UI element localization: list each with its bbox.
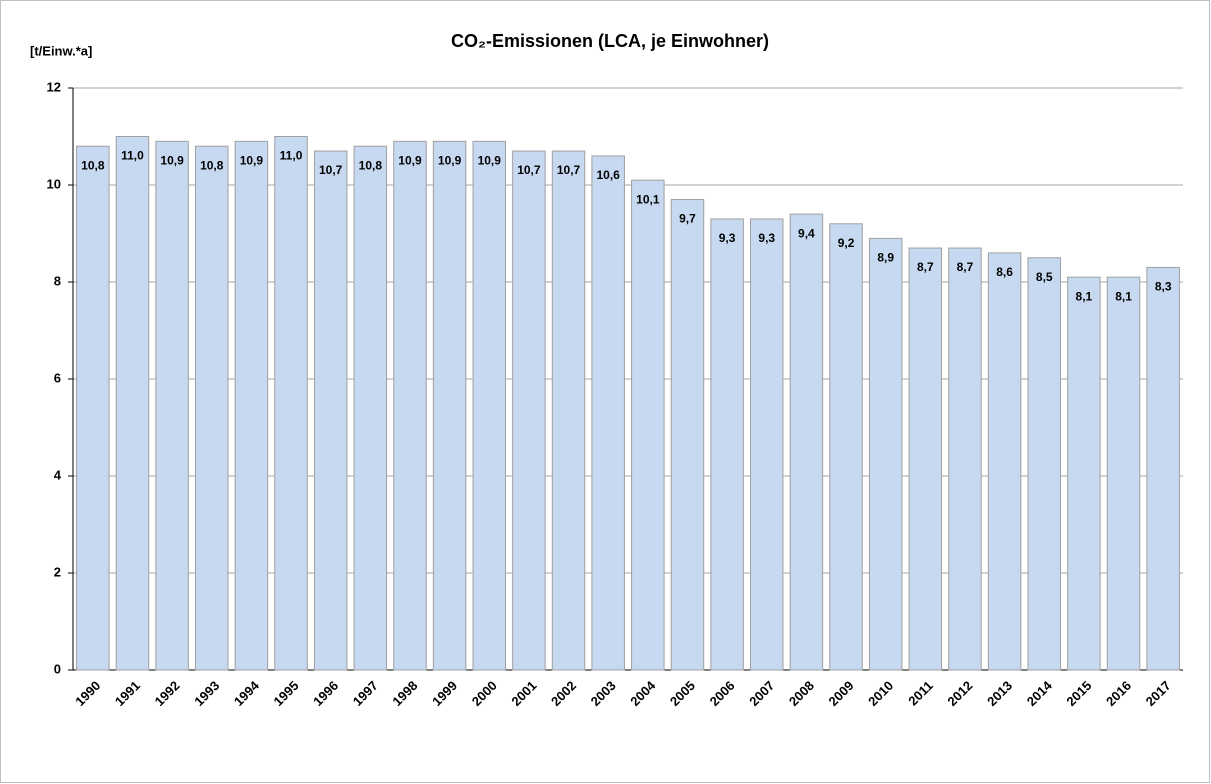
value-label: 10,7 bbox=[557, 163, 581, 177]
value-label: 10,8 bbox=[359, 158, 383, 172]
value-label: 11,0 bbox=[280, 149, 303, 163]
bar bbox=[829, 223, 863, 671]
bar bbox=[908, 247, 943, 671]
value-label: 8,3 bbox=[1155, 280, 1172, 294]
value-label: 10,9 bbox=[240, 154, 264, 168]
value-label: 10,8 bbox=[200, 158, 224, 172]
y-tick-label: 0 bbox=[54, 661, 61, 676]
bar bbox=[115, 136, 150, 671]
bar bbox=[710, 218, 744, 671]
value-label: 9,3 bbox=[758, 231, 775, 245]
value-label: 10,8 bbox=[81, 158, 105, 172]
bar bbox=[313, 150, 348, 671]
value-label: 8,7 bbox=[917, 260, 934, 274]
bar bbox=[274, 136, 308, 671]
bar bbox=[194, 145, 229, 671]
bar bbox=[234, 140, 269, 671]
y-tick-label: 4 bbox=[54, 467, 62, 482]
bar bbox=[789, 213, 824, 671]
y-tick-label: 6 bbox=[54, 370, 61, 385]
value-label: 8,9 bbox=[877, 251, 894, 265]
bar bbox=[76, 145, 110, 671]
y-tick-label: 2 bbox=[54, 564, 61, 579]
value-label: 10,6 bbox=[596, 168, 620, 182]
bar bbox=[1146, 266, 1180, 671]
bar bbox=[591, 155, 625, 671]
y-tick-label: 8 bbox=[54, 273, 61, 288]
bar bbox=[1106, 276, 1141, 671]
value-label: 10,9 bbox=[478, 154, 502, 168]
value-label: 9,3 bbox=[719, 231, 736, 245]
bar bbox=[1067, 276, 1101, 671]
value-label: 11,0 bbox=[121, 149, 144, 163]
bar bbox=[987, 252, 1022, 671]
value-label: 9,7 bbox=[679, 212, 696, 226]
bar bbox=[432, 140, 467, 671]
y-tick-label: 10 bbox=[47, 176, 61, 191]
bar bbox=[749, 218, 784, 671]
value-label: 10,9 bbox=[160, 154, 184, 168]
value-label: 9,2 bbox=[838, 236, 855, 250]
bar bbox=[155, 140, 189, 671]
bar bbox=[670, 199, 705, 671]
chart-title: CO₂-Emissionen (LCA, je Einwohner) bbox=[451, 31, 769, 51]
bar bbox=[353, 145, 388, 671]
bar bbox=[551, 150, 586, 671]
value-label: 8,6 bbox=[996, 265, 1013, 279]
value-label: 10,1 bbox=[636, 192, 660, 206]
value-label: 8,5 bbox=[1036, 270, 1053, 284]
value-label: 8,1 bbox=[1076, 289, 1093, 303]
value-label: 10,7 bbox=[319, 163, 343, 177]
value-label: 8,7 bbox=[957, 260, 974, 274]
bar bbox=[948, 247, 982, 671]
value-label: 8,1 bbox=[1115, 289, 1132, 303]
bar bbox=[631, 179, 665, 671]
bar bbox=[868, 237, 903, 671]
bar bbox=[512, 150, 546, 671]
value-label: 9,4 bbox=[798, 226, 815, 240]
value-label: 10,9 bbox=[398, 154, 422, 168]
value-label: 10,9 bbox=[438, 154, 462, 168]
bar bbox=[1027, 257, 1062, 671]
y-tick-label: 12 bbox=[47, 79, 61, 94]
bar bbox=[472, 140, 507, 671]
y-axis-label: [t/Einw.*a] bbox=[30, 43, 92, 58]
bar bbox=[393, 140, 427, 671]
value-label: 10,7 bbox=[517, 163, 541, 177]
